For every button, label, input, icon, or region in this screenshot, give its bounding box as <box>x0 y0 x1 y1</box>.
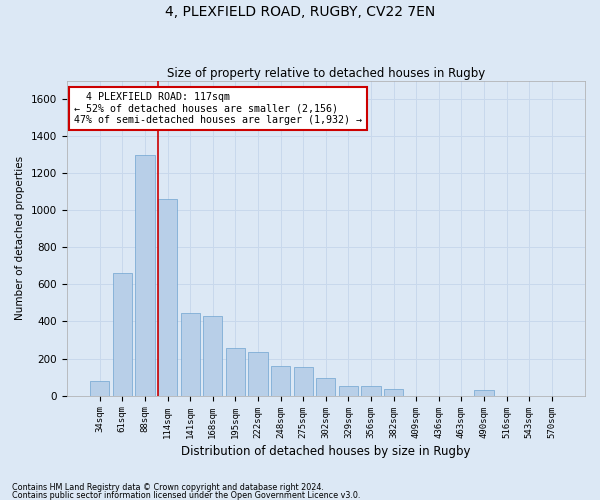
Bar <box>361 386 380 396</box>
Bar <box>248 352 268 396</box>
Bar <box>475 390 494 396</box>
Bar <box>316 378 335 396</box>
Bar <box>203 316 223 396</box>
Bar <box>293 367 313 396</box>
Bar <box>384 390 403 396</box>
Text: 4, PLEXFIELD ROAD, RUGBY, CV22 7EN: 4, PLEXFIELD ROAD, RUGBY, CV22 7EN <box>165 5 435 19</box>
Bar <box>136 155 155 396</box>
Bar <box>271 366 290 396</box>
Text: 4 PLEXFIELD ROAD: 117sqm  
← 52% of detached houses are smaller (2,156)
47% of s: 4 PLEXFIELD ROAD: 117sqm ← 52% of detach… <box>74 92 362 125</box>
Title: Size of property relative to detached houses in Rugby: Size of property relative to detached ho… <box>167 66 485 80</box>
X-axis label: Distribution of detached houses by size in Rugby: Distribution of detached houses by size … <box>181 444 470 458</box>
Text: Contains HM Land Registry data © Crown copyright and database right 2024.: Contains HM Land Registry data © Crown c… <box>12 484 324 492</box>
Bar <box>226 348 245 396</box>
Bar <box>113 274 132 396</box>
Bar <box>339 386 358 396</box>
Text: Contains public sector information licensed under the Open Government Licence v3: Contains public sector information licen… <box>12 490 361 500</box>
Bar <box>181 313 200 396</box>
Bar <box>158 199 177 396</box>
Y-axis label: Number of detached properties: Number of detached properties <box>15 156 25 320</box>
Bar <box>90 381 109 396</box>
